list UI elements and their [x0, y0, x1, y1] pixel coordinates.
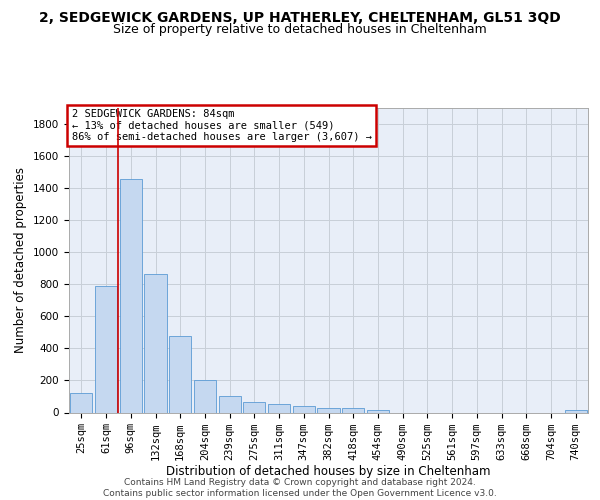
- X-axis label: Distribution of detached houses by size in Cheltenham: Distribution of detached houses by size …: [166, 466, 491, 478]
- Bar: [565, 410, 587, 412]
- Bar: [95, 286, 117, 412]
- Text: 2 SEDGEWICK GARDENS: 84sqm
← 13% of detached houses are smaller (549)
86% of sem: 2 SEDGEWICK GARDENS: 84sqm ← 13% of deta…: [71, 109, 371, 142]
- Bar: [243, 402, 265, 412]
- Bar: [367, 410, 389, 412]
- Y-axis label: Number of detached properties: Number of detached properties: [14, 167, 28, 353]
- Text: 2, SEDGEWICK GARDENS, UP HATHERLEY, CHELTENHAM, GL51 3QD: 2, SEDGEWICK GARDENS, UP HATHERLEY, CHEL…: [39, 11, 561, 25]
- Bar: [194, 380, 216, 412]
- Bar: [119, 179, 142, 412]
- Bar: [218, 396, 241, 412]
- Bar: [145, 274, 167, 412]
- Bar: [317, 408, 340, 412]
- Bar: [268, 404, 290, 412]
- Bar: [70, 393, 92, 412]
- Text: Size of property relative to detached houses in Cheltenham: Size of property relative to detached ho…: [113, 22, 487, 36]
- Bar: [342, 408, 364, 412]
- Bar: [293, 406, 315, 412]
- Text: Contains HM Land Registry data © Crown copyright and database right 2024.
Contai: Contains HM Land Registry data © Crown c…: [103, 478, 497, 498]
- Bar: [169, 336, 191, 412]
